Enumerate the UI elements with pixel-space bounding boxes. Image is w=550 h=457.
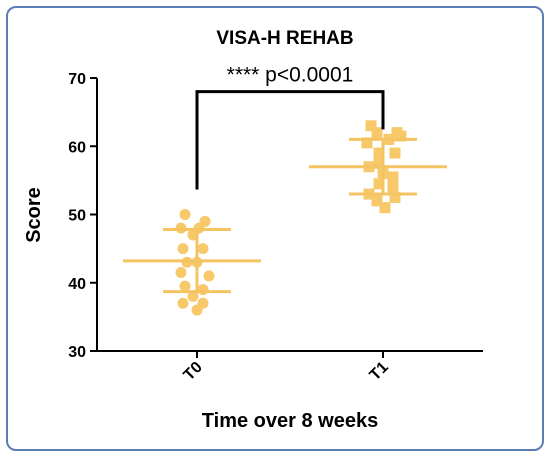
data-point (177, 297, 189, 309)
y-axis-label: Score (23, 187, 45, 243)
y-tick-label: 70 (68, 71, 86, 88)
x-axis-label: Time over 8 weeks (202, 410, 378, 432)
data-point (373, 157, 385, 169)
data-point (197, 284, 209, 296)
data-point (395, 130, 407, 142)
data-point (177, 243, 189, 255)
data-point (365, 120, 377, 132)
x-tick-label: T0 (181, 359, 206, 384)
data-point (179, 209, 191, 220)
y-tick-label: 60 (68, 139, 86, 156)
data-point (197, 243, 209, 255)
mean-sd-bars (123, 137, 447, 294)
data-point (175, 267, 187, 279)
x-ticks: T0 T1 (181, 351, 392, 384)
data-point (371, 127, 383, 139)
data-point (379, 202, 391, 214)
data-point (361, 137, 373, 149)
significance-annotation: **** p<0.0001 (227, 64, 354, 87)
data-point (387, 181, 399, 193)
data-point (187, 290, 199, 302)
data-point (373, 147, 385, 159)
data-points (175, 120, 407, 316)
data-point (387, 171, 399, 183)
x-tick-label: T1 (367, 359, 392, 384)
data-point (371, 195, 383, 207)
y-tick-label: 30 (68, 344, 86, 361)
data-point (373, 178, 385, 190)
y-ticks: 30 40 50 60 70 (68, 71, 97, 361)
y-tick-label: 40 (68, 276, 86, 293)
chart-frame (6, 6, 544, 451)
data-point (389, 147, 401, 159)
data-point (389, 191, 401, 203)
data-point (179, 280, 191, 292)
y-tick-label: 50 (68, 208, 86, 225)
data-point (203, 270, 215, 282)
data-point (191, 304, 203, 316)
chart-title: VISA-H REHAB (216, 28, 353, 49)
significance-bracket (195, 90, 385, 190)
